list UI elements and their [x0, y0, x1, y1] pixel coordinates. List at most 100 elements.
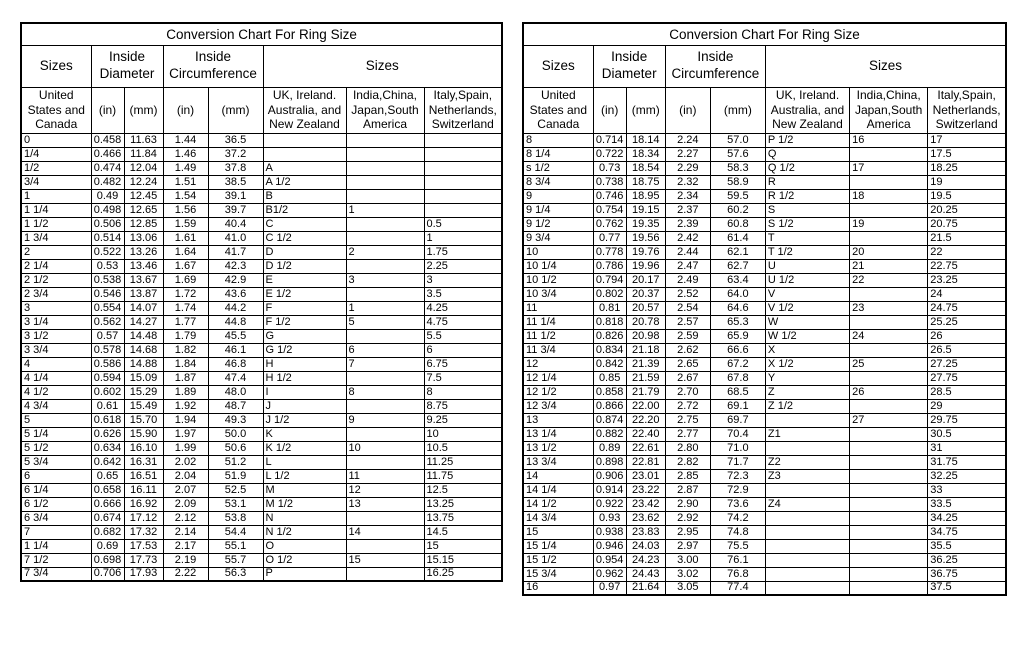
- cell: 12.04: [123, 160, 164, 176]
- cell: 15.09: [123, 370, 164, 386]
- cell: 17.12: [123, 510, 164, 526]
- cell: 17.73: [123, 552, 164, 568]
- cell: 43.6: [207, 286, 264, 302]
- table-row: 1 1/2 0.506 12.85 1.59 40.4 C 0.5: [20, 216, 503, 232]
- cell: 50.6: [207, 440, 264, 456]
- column-header-uk-ireland: UK, Ireland. Australia, and New Zealand: [764, 86, 851, 134]
- cell: 16.25: [423, 566, 503, 582]
- cell: 30.5: [927, 426, 1007, 442]
- cell: 76.1: [709, 552, 766, 568]
- cell: Z2: [764, 454, 851, 470]
- cell: 46.1: [207, 342, 264, 358]
- cell: 3.00: [664, 552, 711, 568]
- cell: 24.23: [625, 552, 666, 568]
- cell: 1.77: [162, 314, 209, 330]
- cell: 0.562: [90, 314, 125, 330]
- cell: 17.53: [123, 538, 164, 554]
- cell: 0.594: [90, 370, 125, 386]
- cell: 17: [849, 160, 929, 176]
- cell: 18.25: [927, 160, 1007, 176]
- cell: 57.0: [709, 132, 766, 148]
- cell: F 1/2: [262, 314, 347, 330]
- cell: 62.7: [709, 258, 766, 274]
- cell: 0.5: [423, 216, 503, 232]
- cell: 2.44: [664, 244, 711, 260]
- cell: Z1: [764, 426, 851, 442]
- table-row: 10 1/2 0.794 20.17 2.49 63.4 U 1/2 22 23.25: [522, 272, 1007, 288]
- cell: O: [262, 538, 347, 554]
- cell: 22.20: [625, 412, 666, 428]
- cell: 19.15: [625, 202, 666, 218]
- cell: 6 1/2: [20, 496, 92, 512]
- table-row: 13 1/4 0.882 22.40 2.77 70.4 Z1 30.5: [522, 426, 1007, 442]
- cell: 19.5: [927, 188, 1007, 204]
- table-row: 2 3/4 0.546 13.87 1.72 43.6 E 1/2 3.5: [20, 286, 503, 302]
- cell: 26.5: [927, 342, 1007, 358]
- cell: 0.714: [592, 132, 627, 148]
- cell: 2.85: [664, 468, 711, 484]
- cell: 1.74: [162, 300, 209, 316]
- cell: 4.75: [423, 314, 503, 330]
- cell: 0.522: [90, 244, 125, 260]
- cell: 6: [20, 468, 92, 484]
- cell: [849, 146, 929, 162]
- cell: 0.81: [592, 300, 627, 316]
- cell: 13: [522, 412, 594, 428]
- cell: 1.79: [162, 328, 209, 344]
- cell: B1/2: [262, 202, 347, 218]
- table-row: 2 0.522 13.26 1.64 41.7 D 2 1.75: [20, 244, 503, 260]
- cell: [764, 524, 851, 540]
- cell: 6 1/4: [20, 482, 92, 498]
- cell: 4 1/2: [20, 384, 92, 400]
- cell: [423, 202, 503, 218]
- cell: 20.17: [625, 272, 666, 288]
- cell: R 1/2: [764, 188, 851, 204]
- cell: 15 3/4: [522, 566, 594, 582]
- cell: 33: [927, 482, 1007, 498]
- cell: 8.75: [423, 398, 503, 414]
- table-row: 6 3/4 0.674 17.12 2.12 53.8 N 13.75: [20, 510, 503, 526]
- cell: 2.67: [664, 370, 711, 386]
- cell: 3: [345, 272, 425, 288]
- cell: 1.72: [162, 286, 209, 302]
- cell: 20.98: [625, 328, 666, 344]
- cell: S: [764, 202, 851, 218]
- cell: 13 3/4: [522, 454, 594, 470]
- cell: 0.882: [592, 426, 627, 442]
- cell: [849, 398, 929, 414]
- cell: O 1/2: [262, 552, 347, 568]
- cell: 0.906: [592, 468, 627, 484]
- cell: 0.546: [90, 286, 125, 302]
- cell: 2.42: [664, 230, 711, 246]
- cell: 12.5: [423, 482, 503, 498]
- table-row: 10 0.778 19.76 2.44 62.1 T 1/2 20 22: [522, 244, 1007, 260]
- cell: 0.674: [90, 510, 125, 526]
- cell: 1.84: [162, 356, 209, 372]
- cell: 25: [849, 356, 929, 372]
- cell: [849, 440, 929, 456]
- cell: 0.466: [90, 146, 125, 162]
- table-row: 1 3/4 0.514 13.06 1.61 41.0 C 1/2 1: [20, 230, 503, 246]
- cell: 77.4: [709, 580, 766, 596]
- cell: 22: [849, 272, 929, 288]
- group-header-inside-diameter: Inside Diameter: [592, 44, 666, 88]
- cell: 0.794: [592, 272, 627, 288]
- cell: 0.49: [90, 188, 125, 204]
- cell: 14.68: [123, 342, 164, 358]
- column-header-india-china: India,China, Japan,South America: [849, 86, 929, 134]
- cell: 17.32: [123, 524, 164, 540]
- cell: [849, 482, 929, 498]
- column-header-circumference-mm: (mm): [207, 86, 264, 134]
- cell: 72.3: [709, 468, 766, 484]
- cell: 15 1/4: [522, 538, 594, 554]
- cell: 50.0: [207, 426, 264, 442]
- cell: 0.682: [90, 524, 125, 540]
- cell: 64.0: [709, 286, 766, 302]
- table-row: 1 1/4 0.498 12.65 1.56 39.7 B1/2 1: [20, 202, 503, 218]
- cell: 69.7: [709, 412, 766, 428]
- cell: [423, 160, 503, 176]
- cell: C 1/2: [262, 230, 347, 246]
- cell: [345, 566, 425, 582]
- table-title: Conversion Chart For Ring Size: [20, 22, 503, 46]
